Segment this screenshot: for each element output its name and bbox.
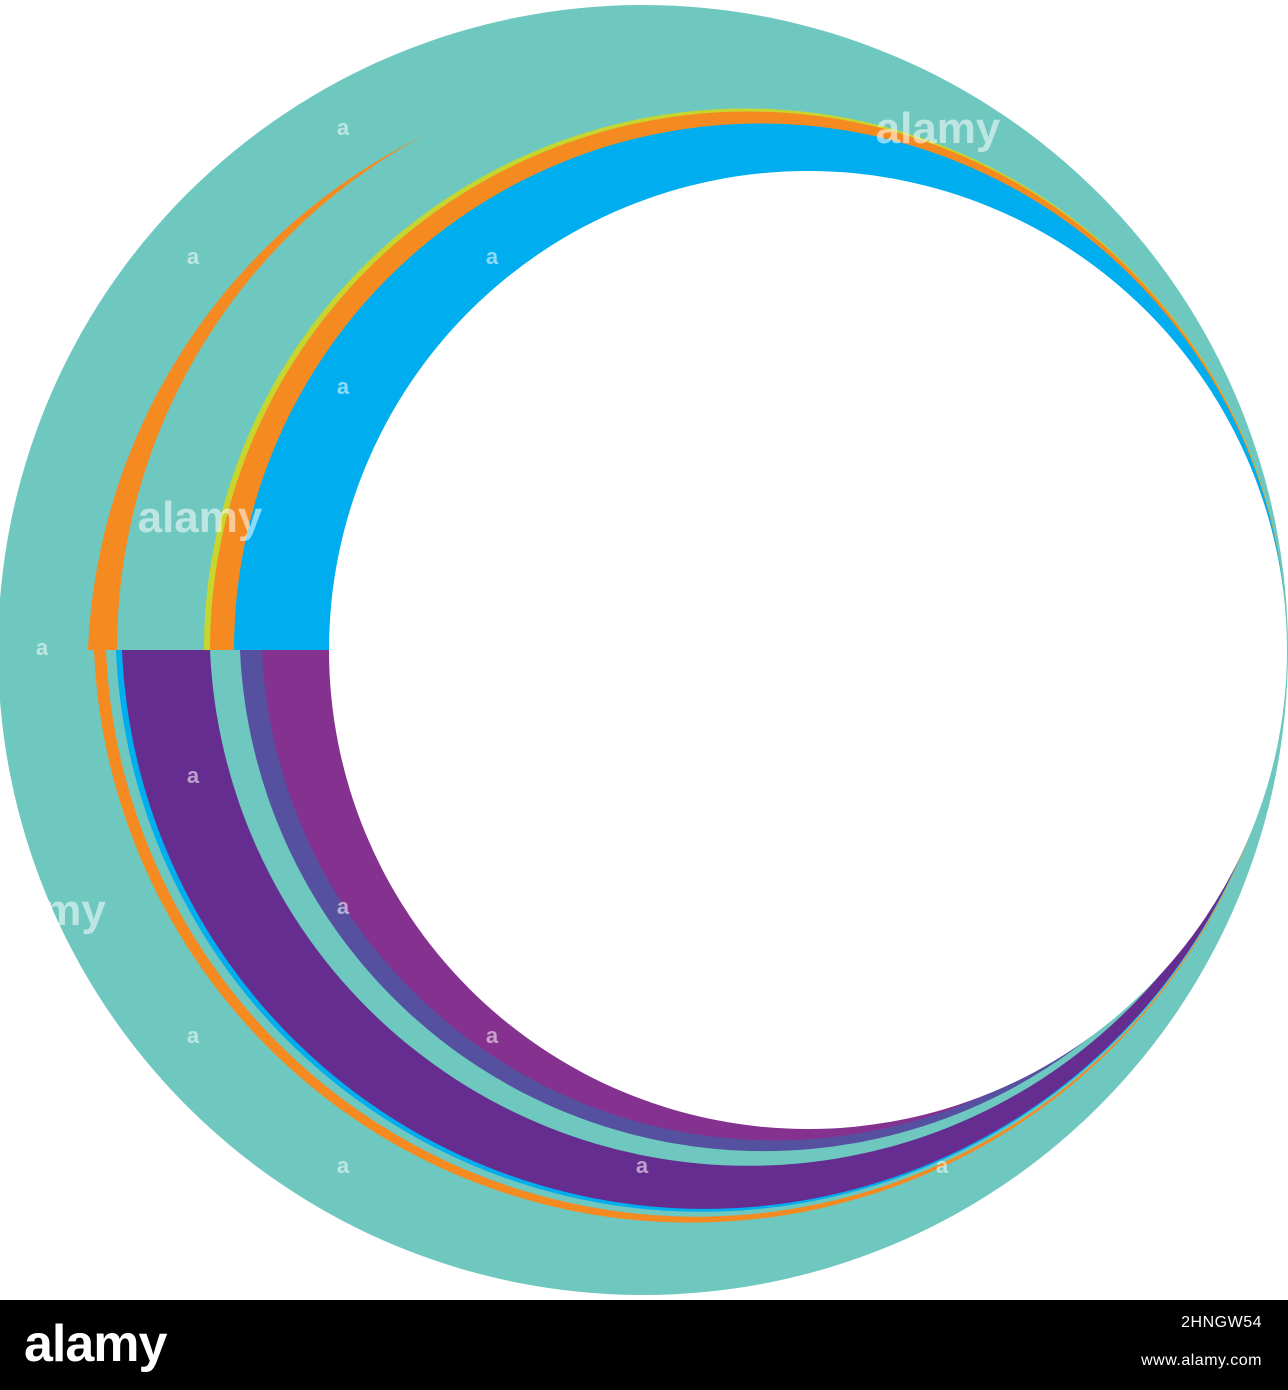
brand-logo: alamy <box>24 1315 167 1373</box>
watermark-small: a <box>337 115 350 140</box>
watermark-small: a <box>486 244 499 269</box>
circle-artwork: alamy alamy my a a a a a a a a a a a a <box>0 5 1288 1295</box>
image-url: www.alamy.com <box>1141 1352 1262 1369</box>
watermark-partial: my <box>42 886 106 935</box>
watermark-small: a <box>36 635 49 660</box>
watermark-small: a <box>337 894 350 919</box>
image-id: 2HNGW54 <box>1181 1314 1262 1331</box>
watermark-large: alamy <box>876 104 1001 153</box>
watermark-small: a <box>337 374 350 399</box>
watermark-small: a <box>636 1153 649 1178</box>
watermark-small: a <box>486 1023 499 1048</box>
watermark: alamy alamy my a a a a a a a a a a a a <box>36 104 1001 1178</box>
watermark-small: a <box>187 1023 200 1048</box>
watermark-small: a <box>187 763 200 788</box>
footer-bar: alamy 2HNGW54 www.alamy.com <box>0 1300 1288 1390</box>
white-center <box>329 171 1287 1129</box>
watermark-large: alamy <box>138 493 263 542</box>
watermark-small: a <box>936 1153 949 1178</box>
watermark-small: a <box>337 1153 350 1178</box>
watermark-small: a <box>187 244 200 269</box>
